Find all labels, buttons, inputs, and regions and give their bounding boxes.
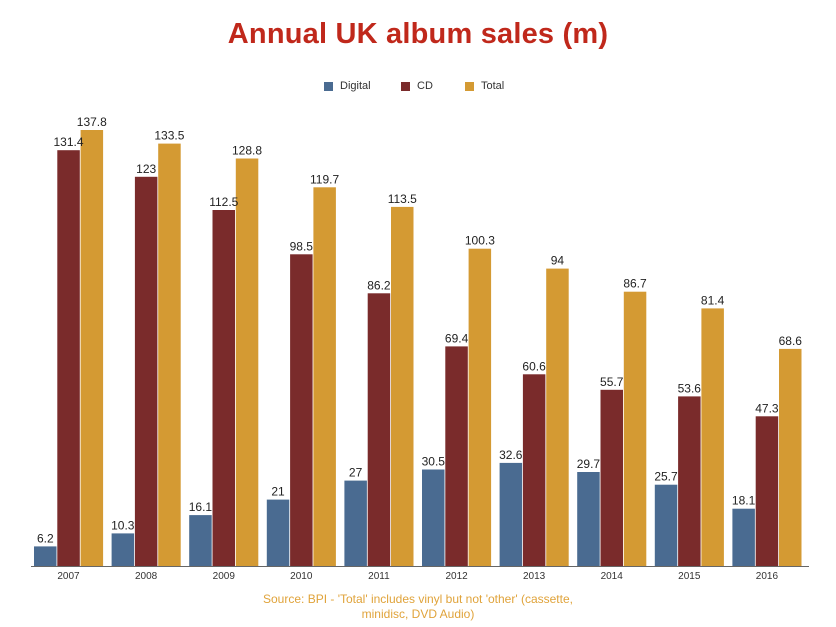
legend-swatch-total [465, 81, 474, 91]
value-label-digital-2015: 25.7 [654, 470, 678, 484]
value-label-total-2011: 113.5 [388, 192, 417, 206]
value-label-total-2012: 100.3 [465, 234, 495, 248]
bar-digital-2011 [344, 480, 367, 566]
value-label-cd-2008: 123 [136, 162, 156, 176]
value-label-cd-2009: 112.5 [209, 195, 238, 209]
bar-digital-2007 [34, 546, 57, 566]
bar-total-2014 [623, 291, 647, 566]
x-tick-label-2010: 2010 [290, 571, 313, 582]
source-line-2: minidisc, DVD Audio) [361, 607, 475, 621]
value-label-digital-2016: 18.1 [732, 494, 756, 508]
x-tick-label-2012: 2012 [445, 571, 468, 582]
value-label-total-2010: 119.7 [310, 172, 339, 186]
bar-cd-2015 [678, 396, 701, 566]
legend-label-cd: CD [417, 80, 433, 92]
value-label-digital-2011: 27 [349, 466, 363, 480]
value-label-total-2009: 128.8 [232, 144, 262, 158]
value-label-cd-2011: 86.2 [367, 278, 391, 292]
value-label-digital-2008: 10.3 [111, 518, 135, 532]
bar-cd-2016 [755, 416, 779, 566]
bar-digital-2009 [189, 515, 212, 566]
x-tick-labels-layer: 2007 2008 2009 2010 2011 2012 2013 2014 2015 2016 [57, 571, 778, 582]
value-label-digital-2012: 30.5 [422, 455, 446, 469]
legend-item-total: Total [465, 80, 504, 92]
bar-cd-2009 [212, 210, 235, 566]
bar-total-2012 [468, 248, 492, 566]
value-label-cd-2015: 53.6 [678, 381, 702, 395]
legend-swatch-cd [401, 81, 410, 91]
value-label-cd-2010: 98.5 [290, 239, 314, 253]
bar-total-2011 [391, 206, 414, 566]
bar-total-2010 [313, 187, 336, 567]
bar-cd-2014 [600, 389, 623, 566]
x-tick-label-2014: 2014 [601, 571, 624, 582]
value-label-cd-2007: 131.4 [53, 135, 83, 149]
bar-total-2013 [546, 268, 569, 566]
bar-total-2016 [779, 348, 802, 566]
x-tick-label-2013: 2013 [523, 571, 546, 582]
bar-digital-2010 [266, 499, 290, 566]
legend-item-cd: CD [401, 80, 433, 92]
value-label-cd-2014: 55.7 [600, 375, 624, 389]
source-note: Source: BPI - 'Total' includes vinyl but… [0, 592, 836, 622]
x-tick-label-2007: 2007 [57, 571, 80, 582]
bar-digital-2016 [732, 508, 755, 566]
value-label-total-2015: 81.4 [701, 293, 725, 307]
x-tick-label-2015: 2015 [678, 571, 701, 582]
legend-item-digital: Digital [324, 80, 371, 92]
legend-swatch-digital [324, 81, 333, 91]
value-label-total-2016: 68.6 [779, 334, 803, 348]
value-label-cd-2012: 69.4 [445, 331, 469, 345]
value-label-digital-2009: 16.1 [189, 500, 213, 514]
value-label-digital-2013: 32.6 [499, 448, 523, 462]
legend-label-total: Total [481, 80, 505, 92]
bars-layer [34, 130, 802, 567]
chart-legend: Digital CD Total [0, 80, 836, 98]
legend-label-digital: Digital [340, 80, 371, 92]
bar-total-2015 [701, 308, 724, 566]
chart-title: Annual UK album sales (m) [227, 18, 609, 50]
bar-total-2009 [235, 158, 259, 566]
bar-cd-2008 [134, 176, 158, 567]
bar-cd-2010 [290, 254, 313, 567]
x-tick-label-2009: 2009 [213, 571, 236, 582]
value-label-digital-2007: 6.2 [37, 531, 54, 545]
bar-total-2007 [80, 130, 104, 566]
bar-cd-2012 [445, 346, 468, 566]
x-tick-label-2008: 2008 [135, 571, 158, 582]
bar-digital-2015 [654, 484, 678, 566]
x-tick-label-2011: 2011 [368, 571, 390, 582]
bar-digital-2014 [577, 472, 600, 566]
bar-digital-2008 [111, 533, 135, 566]
bar-total-2008 [158, 143, 181, 566]
value-label-total-2013: 94 [551, 254, 565, 268]
bar-cd-2007 [57, 150, 80, 566]
bar-digital-2012 [422, 469, 445, 566]
value-label-digital-2014: 29.7 [577, 457, 601, 471]
value-label-cd-2016: 47.3 [755, 401, 779, 415]
source-line-1: Source: BPI - 'Total' includes vinyl but… [263, 592, 573, 606]
value-label-cd-2013: 60.6 [522, 359, 546, 373]
value-label-total-2014: 86.7 [623, 277, 647, 291]
value-labels-layer: 6.2 131.4 137.8 10.3 123 133.5 16.1 112.5 128.8 2… [37, 115, 802, 545]
x-tick-label-2016: 2016 [756, 571, 779, 582]
bar-digital-2013 [499, 462, 523, 566]
bar-cd-2013 [522, 374, 546, 566]
value-label-digital-2010: 21 [271, 485, 285, 499]
value-label-total-2008: 133.5 [154, 129, 184, 143]
bar-cd-2011 [367, 293, 391, 566]
value-label-total-2007: 137.8 [77, 115, 107, 129]
